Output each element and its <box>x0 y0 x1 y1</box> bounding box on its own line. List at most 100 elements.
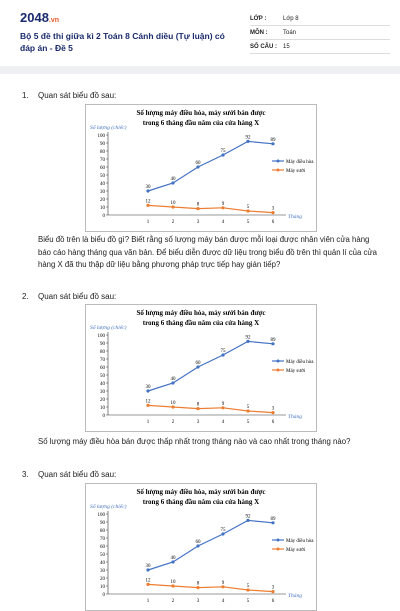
data-point <box>246 339 250 343</box>
y-tick-label: 20 <box>100 398 106 403</box>
y-tick-label: 50 <box>100 174 106 179</box>
data-point <box>246 518 250 522</box>
y-tick-label: 80 <box>100 150 106 155</box>
y-tick-label: 40 <box>100 182 106 187</box>
info-row: LỚP : Lớp 8 <box>250 12 390 26</box>
data-label: 10 <box>171 201 177 206</box>
x-tick-label: 2 <box>172 420 175 425</box>
question-prompt: Quan sát biểu đồ sau: <box>38 91 117 100</box>
data-label: 60 <box>196 361 202 366</box>
chart: Số lượng máy điều hòa, máy sưởi bán được… <box>85 483 317 611</box>
data-label: 92 <box>246 335 252 340</box>
y-tick-label: 60 <box>100 166 106 171</box>
data-label: 8 <box>197 403 200 408</box>
y-tick-label: 80 <box>100 529 106 534</box>
y-tick-label: 90 <box>100 521 106 526</box>
info-value: Toán <box>283 29 297 36</box>
legend-marker <box>276 359 280 363</box>
chart-title: Số lượng máy điều hòa, máy sưởi bán được <box>136 309 265 317</box>
info-box: LỚP : Lớp 8 MÔN : Toán SỐ CÂU : 15 <box>250 12 390 54</box>
data-point <box>196 544 200 548</box>
y-tick-label: 100 <box>98 513 106 518</box>
x-tick-label: 1 <box>147 420 150 425</box>
y-tick-label: 50 <box>100 374 106 379</box>
data-point <box>246 139 250 143</box>
y-tick-label: 0 <box>103 593 106 598</box>
data-point <box>221 353 225 357</box>
series-line <box>147 204 274 214</box>
y-axis-label: Số lượng (chiếc) <box>90 124 127 131</box>
x-tick-label: 6 <box>272 420 275 425</box>
data-label: 10 <box>171 580 177 585</box>
data-label: 9 <box>222 402 225 407</box>
data-label: 12 <box>146 199 152 204</box>
logo-text: 2048 <box>20 10 49 25</box>
chart: Số lượng máy điều hòa, máy sưởi bán được… <box>85 304 317 432</box>
series-line <box>147 583 274 593</box>
data-point <box>221 585 225 589</box>
data-point <box>246 409 250 413</box>
y-tick-label: 40 <box>100 561 106 566</box>
y-tick-label: 90 <box>100 342 106 347</box>
data-label: 3 <box>272 207 275 212</box>
data-label: 89 <box>271 138 277 143</box>
info-label: SỐ CÂU : <box>250 43 277 50</box>
x-tick-label: 4 <box>222 420 225 425</box>
data-point <box>221 206 225 210</box>
data-point <box>221 153 225 157</box>
y-tick-label: 100 <box>98 334 106 339</box>
data-label: 5 <box>247 405 250 410</box>
question-prompt: Quan sát biểu đồ sau: <box>38 470 117 479</box>
data-point <box>146 389 150 393</box>
series-line <box>147 519 274 571</box>
info-value: 15 <box>283 43 290 50</box>
y-tick-label: 80 <box>100 350 106 355</box>
data-point <box>196 165 200 169</box>
info-row: MÔN : Toán <box>250 26 390 40</box>
data-point <box>196 207 200 211</box>
data-point <box>271 342 275 346</box>
data-point <box>196 365 200 369</box>
question-text: Biểu đồ trên là biểu đồ gì? Biết rằng số… <box>38 235 377 269</box>
data-label: 30 <box>146 564 152 569</box>
x-axis-label: Tháng <box>288 214 302 220</box>
data-point <box>271 411 275 415</box>
chart-title: trong 6 tháng đầu năm của cửa hàng X <box>143 319 259 327</box>
data-label: 9 <box>222 202 225 207</box>
data-label: 30 <box>146 185 152 190</box>
data-point <box>171 205 175 209</box>
x-tick-label: 3 <box>197 220 200 225</box>
x-tick-label: 5 <box>247 220 250 225</box>
data-point <box>146 568 150 572</box>
y-axis-label: Số lượng (chiếc) <box>90 503 127 510</box>
series-line <box>147 140 274 192</box>
x-tick-label: 5 <box>247 420 250 425</box>
data-point <box>146 582 150 586</box>
data-point <box>271 590 275 594</box>
question-prompt: Quan sát biểu đồ sau: <box>38 292 117 301</box>
x-tick-label: 1 <box>147 220 150 225</box>
legend-marker <box>276 538 280 542</box>
legend-label: Máy sưởi <box>286 548 306 553</box>
legend-label: Máy điều hòa <box>286 160 314 165</box>
data-label: 5 <box>247 205 250 210</box>
data-label: 8 <box>197 203 200 208</box>
data-point <box>246 588 250 592</box>
x-tick-label: 6 <box>272 220 275 225</box>
divider <box>0 66 400 74</box>
chart-title: trong 6 tháng đầu năm của cửa hàng X <box>143 498 259 506</box>
data-label: 75 <box>221 349 227 354</box>
y-tick-label: 50 <box>100 553 106 558</box>
data-point <box>271 521 275 525</box>
chart: Số lượng máy điều hòa, máy sưởi bán được… <box>85 104 317 232</box>
y-tick-label: 30 <box>100 569 106 574</box>
legend-label: Máy sưởi <box>286 169 306 174</box>
info-label: MÔN : <box>250 29 268 36</box>
data-point <box>221 532 225 536</box>
x-tick-label: 2 <box>172 220 175 225</box>
data-point <box>246 209 250 213</box>
legend-marker <box>276 168 280 172</box>
y-tick-label: 0 <box>103 214 106 219</box>
data-label: 92 <box>246 514 252 519</box>
